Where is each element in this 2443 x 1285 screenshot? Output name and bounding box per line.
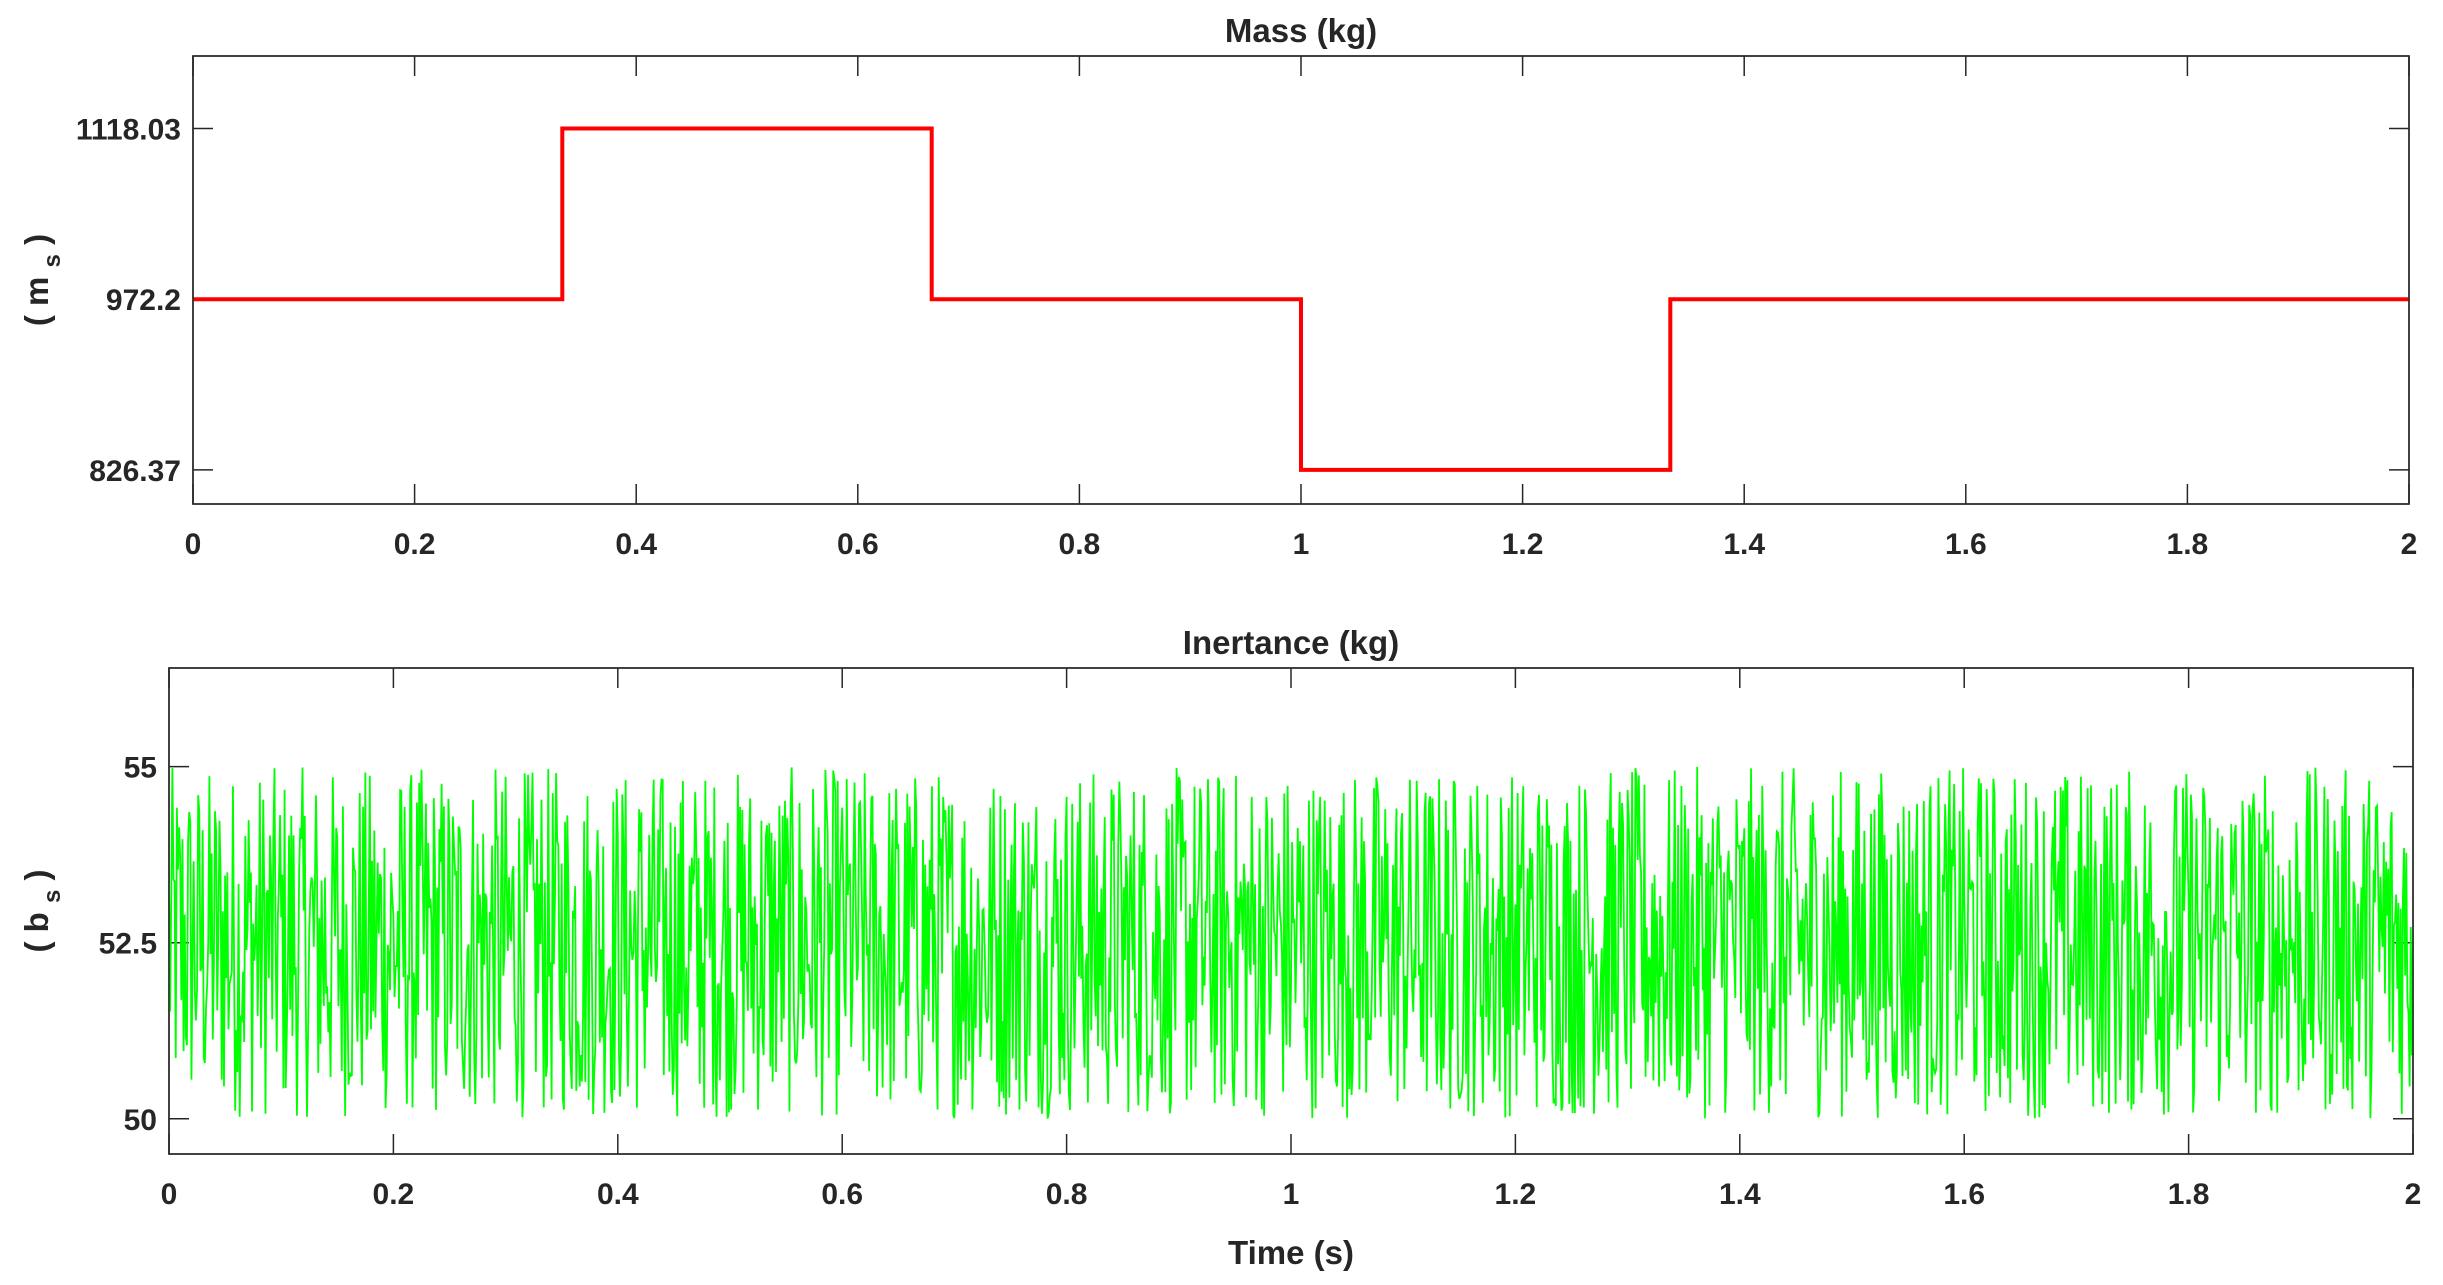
inertance-y-tick-label: 50	[124, 1104, 157, 1137]
inertance-chart-title: Inertance (kg)	[1183, 624, 1399, 661]
inertance-x-tick-label: 1	[1283, 1178, 1300, 1211]
mass-y-axis-label-close: )	[18, 234, 55, 245]
inertance-x-tick-label: 0.2	[373, 1178, 415, 1211]
mass-y-axis-label: ( m s )	[18, 234, 67, 326]
mass-x-tick-label: 1.2	[1502, 528, 1544, 561]
inertance-y-axis-label-close: )	[18, 869, 55, 880]
inertance-subplot: 0 0.2 0.4 0.6 0.8 1 1.2 1.4 1.6 1.8 2 50 52.5 55 Ine…	[18, 624, 2421, 1271]
mass-y-tick-labels: 826.37 972.2 1118.03	[76, 114, 181, 488]
inertance-y-tick-label: 52.5	[99, 928, 157, 961]
mass-x-tick-label: 1	[1293, 528, 1310, 561]
mass-series-line	[193, 126, 2409, 472]
inertance-tick-marks	[168, 668, 2414, 1154]
mass-x-tick-label: 1.8	[2167, 528, 2209, 561]
inertance-series	[169, 766, 2413, 1119]
inertance-x-tick-label: 1.2	[1495, 1178, 1537, 1211]
inertance-x-tick-label: 0.6	[821, 1178, 863, 1211]
inertance-x-tick-label: 1.4	[1719, 1178, 1761, 1211]
mass-y-tick-label: 972.2	[106, 284, 181, 317]
inertance-x-tick-label: 1.6	[1943, 1178, 1985, 1211]
mass-chart-title: Mass (kg)	[1225, 12, 1377, 49]
inertance-x-tick-label: 0.4	[597, 1178, 639, 1211]
mass-x-tick-label: 0.8	[1059, 528, 1101, 561]
inertance-x-tick-label: 0.8	[1046, 1178, 1088, 1211]
mass-y-tick-label: 826.37	[89, 455, 181, 488]
mass-x-tick-label: 0.6	[837, 528, 879, 561]
mass-x-tick-label: 0.4	[615, 528, 657, 561]
inertance-axes-border	[168, 667, 2414, 1155]
inertance-y-axis-label-subscript: s	[39, 890, 66, 903]
mass-y-axis-label-subscript: s	[39, 254, 66, 267]
inertance-x-axis-label: Time (s)	[1228, 1234, 1354, 1271]
inertance-x-tick-label: 1.8	[2168, 1178, 2210, 1211]
inertance-series-line	[169, 766, 2413, 1119]
inertance-x-tick-labels: 0 0.2 0.4 0.6 0.8 1 1.2 1.4 1.6 1.8 2	[161, 1178, 2422, 1211]
mass-y-tick-label: 1118.03	[76, 114, 181, 147]
mass-x-tick-label: 0	[185, 528, 202, 561]
inertance-y-axis-label: ( b s )	[18, 869, 67, 952]
mass-x-tick-label: 1.6	[1945, 528, 1987, 561]
mass-series	[193, 126, 2409, 472]
inertance-x-tick-label: 2	[2405, 1178, 2422, 1211]
inertance-y-tick-labels: 50 52.5 55	[99, 752, 157, 1137]
mass-axes-border	[192, 55, 2410, 505]
inertance-y-tick-label: 55	[124, 752, 157, 785]
mass-x-tick-label: 1.4	[1723, 528, 1765, 561]
mass-subplot: 0 0.2 0.4 0.6 0.8 1 1.2 1.4 1.6 1.8 2 826.37 972.2 1…	[18, 12, 2417, 561]
inertance-x-tick-label: 0	[161, 1178, 178, 1211]
mass-x-tick-labels: 0 0.2 0.4 0.6 0.8 1 1.2 1.4 1.6 1.8 2	[185, 528, 2418, 561]
mass-x-tick-label: 0.2	[394, 528, 436, 561]
inertance-y-axis-label-main: ( b	[18, 912, 55, 952]
mass-x-tick-label: 2	[2401, 528, 2418, 561]
mass-y-axis-label-main: ( m	[18, 277, 55, 327]
